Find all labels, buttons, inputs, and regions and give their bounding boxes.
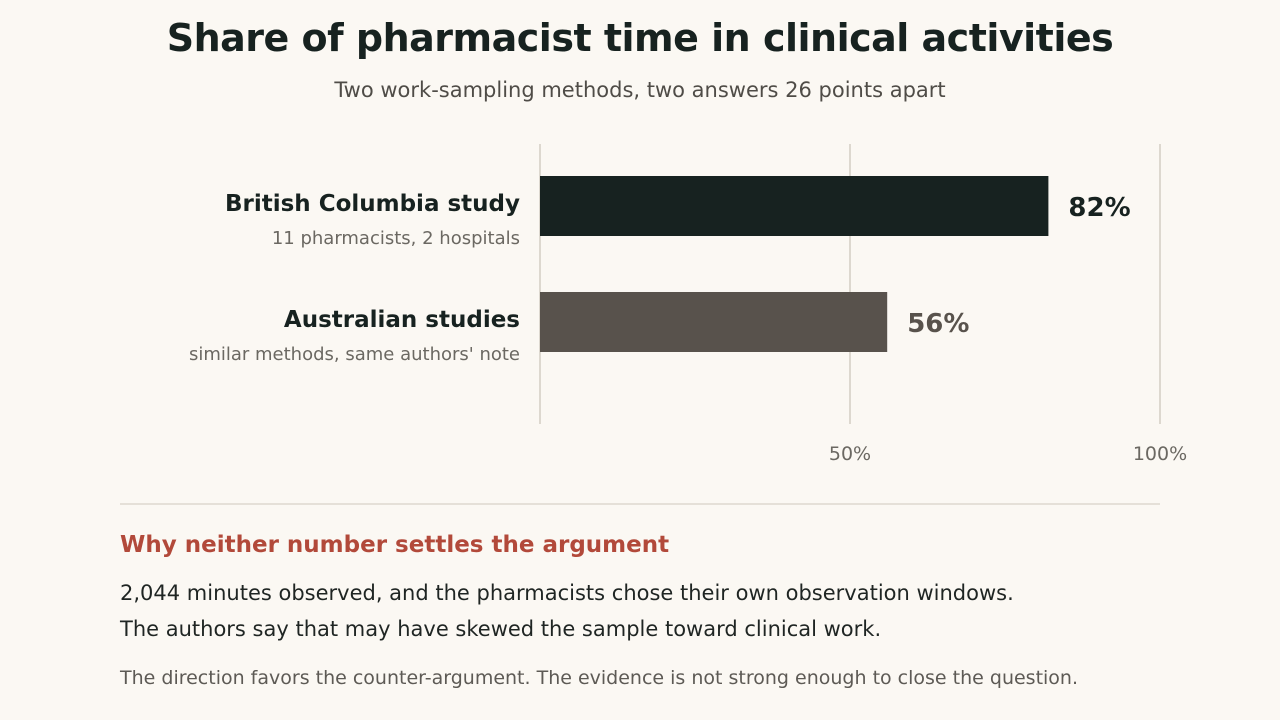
bar	[540, 292, 888, 352]
tick-label: 50%	[829, 443, 871, 465]
value-label: 82%	[1068, 193, 1130, 223]
category-sublabel: 11 pharmacists, 2 hospitals	[272, 228, 520, 249]
note-heading: Why neither number settles the argument	[120, 532, 670, 558]
note-line: The authors say that may have skewed the…	[120, 617, 882, 641]
section-divider	[120, 503, 1160, 505]
note-body: 2,044 minutes observed, and the pharmaci…	[120, 575, 1180, 647]
bar	[540, 176, 1049, 236]
chart-subtitle: Two work-sampling methods, two answers 2…	[334, 78, 946, 102]
chart-title: Share of pharmacist time in clinical act…	[166, 16, 1114, 60]
tick-label: 100%	[1133, 443, 1187, 465]
bar-chart: 50% 100% British Columbia study 11 pharmaci…	[189, 144, 1187, 465]
category-sublabel: similar methods, same authors' note	[189, 344, 520, 365]
value-label: 56%	[907, 309, 969, 339]
note-line: 2,044 minutes observed, and the pharmaci…	[120, 581, 1014, 605]
category-label: British Columbia study	[225, 191, 520, 217]
category-label: Australian studies	[284, 307, 520, 333]
note-footer: The direction favors the counter-argumen…	[120, 667, 1079, 689]
